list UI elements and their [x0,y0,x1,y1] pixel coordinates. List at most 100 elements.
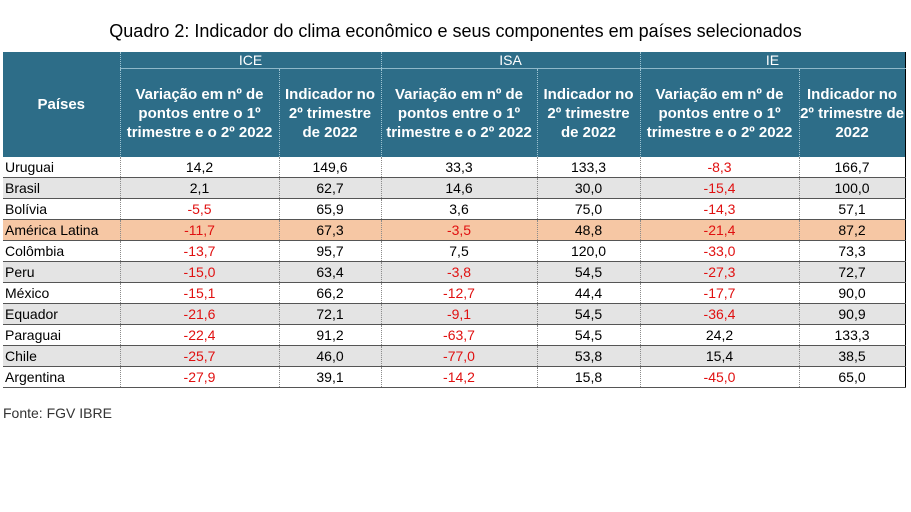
cell-ice-variation: -5,5 [120,198,280,220]
cell-ie-variation: -36,4 [640,303,800,325]
cell-isa-variation: -14,2 [381,366,538,388]
cell-ie-variation: -45,0 [640,366,800,388]
cell-ie-indicator: 166,7 [799,157,906,178]
cell-ice-indicator: 39,1 [279,366,382,388]
header-ice-indicator: Indicador no 2º trimestre de 2022 [279,68,382,157]
cell-pais: Brasil [3,177,121,199]
header-ice-variation: Variação em nº de pontos entre o 1º trim… [120,68,280,157]
cell-ice-variation: 14,2 [120,157,280,178]
cell-isa-indicator: 15,8 [537,366,641,388]
cell-ice-indicator: 72,1 [279,303,382,325]
table-row: Chile -25,7 46,0 -77,0 53,8 15,4 38,5 [3,345,906,367]
table-row: Colômbia -13,7 95,7 7,5 120,0 -33,0 73,3 [3,240,906,262]
cell-isa-indicator: 44,4 [537,282,641,304]
cell-ice-variation: -21,6 [120,303,280,325]
header-isa-variation: Variação em nº de pontos entre o 1º trim… [381,68,538,157]
header-group-ice: ICE [120,52,382,69]
cell-isa-indicator: 54,5 [537,303,641,325]
cell-isa-variation: -12,7 [381,282,538,304]
table-row: Argentina -27,9 39,1 -14,2 15,8 -45,0 65,0 [3,366,906,388]
table-row: Equador -21,6 72,1 -9,1 54,5 -36,4 90,9 [3,303,906,325]
cell-pais: Peru [3,261,121,283]
header-ie-indicator: Indicador no 2º trimestre de 2022 [799,68,906,157]
cell-isa-indicator: 30,0 [537,177,641,199]
cell-ie-variation: -17,7 [640,282,800,304]
cell-ice-indicator: 67,3 [279,219,382,241]
cell-ie-indicator: 90,0 [799,282,906,304]
cell-ie-indicator: 87,2 [799,219,906,241]
cell-ice-indicator: 95,7 [279,240,382,262]
cell-ice-variation: -13,7 [120,240,280,262]
cell-pais: América Latina [3,219,121,241]
cell-ie-variation: 15,4 [640,345,800,367]
cell-ice-variation: -27,9 [120,366,280,388]
cell-isa-variation: -3,8 [381,261,538,283]
table-row: Brasil 2,1 62,7 14,6 30,0 -15,4 100,0 [3,177,906,199]
cell-ice-indicator: 65,9 [279,198,382,220]
cell-isa-indicator: 120,0 [537,240,641,262]
table-row: América Latina -11,7 67,3 -3,5 48,8 -21,4 87,2 [3,219,906,241]
cell-isa-indicator: 133,3 [537,157,641,178]
cell-ie-indicator: 57,1 [799,198,906,220]
cell-ie-variation: 24,2 [640,324,800,346]
table-title: Quadro 2: Indicador do clima econômico e… [109,21,802,41]
cell-isa-indicator: 48,8 [537,219,641,241]
cell-ice-indicator: 62,7 [279,177,382,199]
cell-pais: Colômbia [3,240,121,262]
table-row: Uruguai 14,2 149,6 33,3 133,3 -8,3 166,7 [3,157,906,178]
cell-isa-variation: 3,6 [381,198,538,220]
header-group-isa: ISA [381,52,641,69]
cell-ie-indicator: 65,0 [799,366,906,388]
cell-isa-variation: -3,5 [381,219,538,241]
cell-pais: México [3,282,121,304]
cell-isa-indicator: 75,0 [537,198,641,220]
cell-ice-indicator: 63,4 [279,261,382,283]
table-body: Uruguai 14,2 149,6 33,3 133,3 -8,3 166,7 Brasil… [3,157,906,388]
header-group-ie: IE [640,52,906,69]
cell-isa-indicator: 53,8 [537,345,641,367]
cell-isa-variation: 14,6 [381,177,538,199]
table-row: Paraguai -22,4 91,2 -63,7 54,5 24,2 133,3 [3,324,906,346]
cell-pais: Equador [3,303,121,325]
cell-ie-indicator: 90,9 [799,303,906,325]
cell-ice-variation: -15,1 [120,282,280,304]
table-row: Bolívia -5,5 65,9 3,6 75,0 -14,3 57,1 [3,198,906,220]
cell-pais: Bolívia [3,198,121,220]
cell-ie-variation: -14,3 [640,198,800,220]
cell-ie-indicator: 72,7 [799,261,906,283]
cell-ice-variation: -11,7 [120,219,280,241]
cell-isa-indicator: 54,5 [537,324,641,346]
cell-ie-indicator: 133,3 [799,324,906,346]
cell-isa-variation: -9,1 [381,303,538,325]
cell-ie-indicator: 38,5 [799,345,906,367]
cell-ie-indicator: 73,3 [799,240,906,262]
cell-pais: Uruguai [3,157,121,178]
cell-ie-indicator: 100,0 [799,177,906,199]
cell-ice-variation: -25,7 [120,345,280,367]
cell-ie-variation: -8,3 [640,157,800,178]
cell-ice-indicator: 149,6 [279,157,382,178]
cell-ice-indicator: 66,2 [279,282,382,304]
header-ie-variation: Variação em nº de pontos entre o 1º trim… [640,68,800,157]
cell-ice-indicator: 46,0 [279,345,382,367]
header-isa-indicator: Indicador no 2º trimestre de 2022 [537,68,641,157]
cell-ice-variation: -22,4 [120,324,280,346]
cell-isa-variation: -63,7 [381,324,538,346]
cell-ie-variation: -33,0 [640,240,800,262]
cell-isa-variation: -77,0 [381,345,538,367]
cell-pais: Paraguai [3,324,121,346]
cell-pais: Argentina [3,366,121,388]
table-row: México -15,1 66,2 -12,7 44,4 -17,7 90,0 [3,282,906,304]
cell-ice-variation: 2,1 [120,177,280,199]
cell-pais: Chile [3,345,121,367]
cell-isa-variation: 33,3 [381,157,538,178]
cell-ie-variation: -15,4 [640,177,800,199]
source-note: Fonte: FGV IBRE [3,405,112,421]
table-row: Peru -15,0 63,4 -3,8 54,5 -27,3 72,7 [3,261,906,283]
cell-ice-variation: -15,0 [120,261,280,283]
cell-ie-variation: -27,3 [640,261,800,283]
cell-ie-variation: -21,4 [640,219,800,241]
header-paises: Países [3,52,121,157]
data-table: Países ICE ISA IE Variação em nº de pont… [3,52,906,388]
cell-ice-indicator: 91,2 [279,324,382,346]
